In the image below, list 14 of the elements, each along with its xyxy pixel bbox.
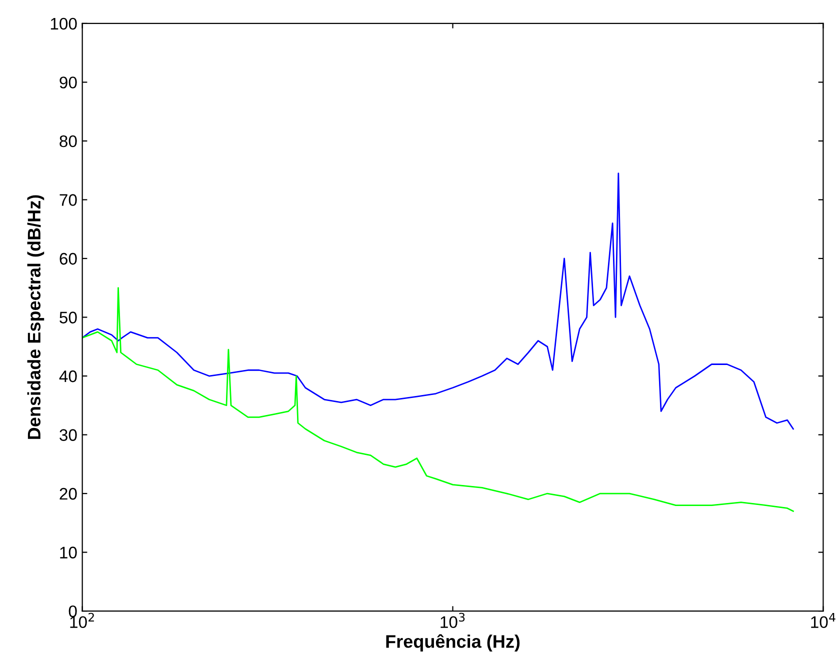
y-tick-label: 50 bbox=[60, 312, 77, 324]
y-tick-label: 10 bbox=[60, 546, 77, 558]
y-tick-label: 60 bbox=[60, 252, 77, 265]
x-tick-label: 10$^{4}$ bbox=[811, 612, 836, 628]
x-tick-label: 10$^{3}$ bbox=[440, 612, 465, 628]
y-tick-label: 40 bbox=[59, 370, 77, 382]
y-tick-label: 80 bbox=[60, 135, 77, 148]
y-tick-label: 20 bbox=[60, 488, 77, 500]
y-axis-title: Densidade Espectral (dB/Hz) bbox=[27, 195, 44, 439]
y-tick-label: 100 bbox=[50, 18, 77, 30]
x-axis-title: Frequência (Hz) bbox=[386, 634, 520, 652]
y-tick-label: 90 bbox=[60, 76, 77, 88]
y-tick-label: 70 bbox=[60, 194, 77, 206]
y-tick-label: 30 bbox=[60, 429, 77, 441]
